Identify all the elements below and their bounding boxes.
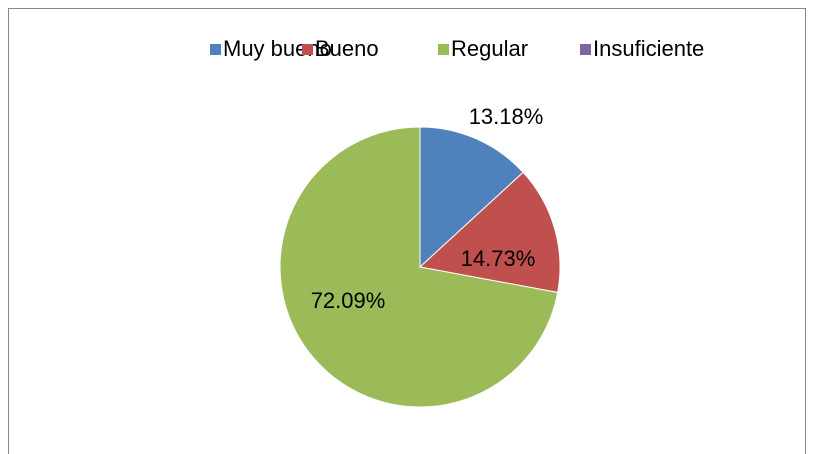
legend-swatch <box>580 44 591 55</box>
legend-label: Regular <box>451 36 528 61</box>
legend-label: Insuficiente <box>593 36 704 61</box>
data-label: 13.18% <box>469 104 544 129</box>
data-label: 14.73% <box>461 246 536 271</box>
pie-slice <box>418 171 561 294</box>
pie-slice <box>419 126 524 269</box>
legend-label: Muy bueno <box>223 36 332 61</box>
pie-slice <box>279 126 559 408</box>
legend-swatch <box>302 44 313 55</box>
data-label: 72.09% <box>311 288 386 313</box>
legend-swatch <box>210 44 221 55</box>
legend-swatch <box>438 44 449 55</box>
legend-label: Bueno <box>315 36 379 61</box>
